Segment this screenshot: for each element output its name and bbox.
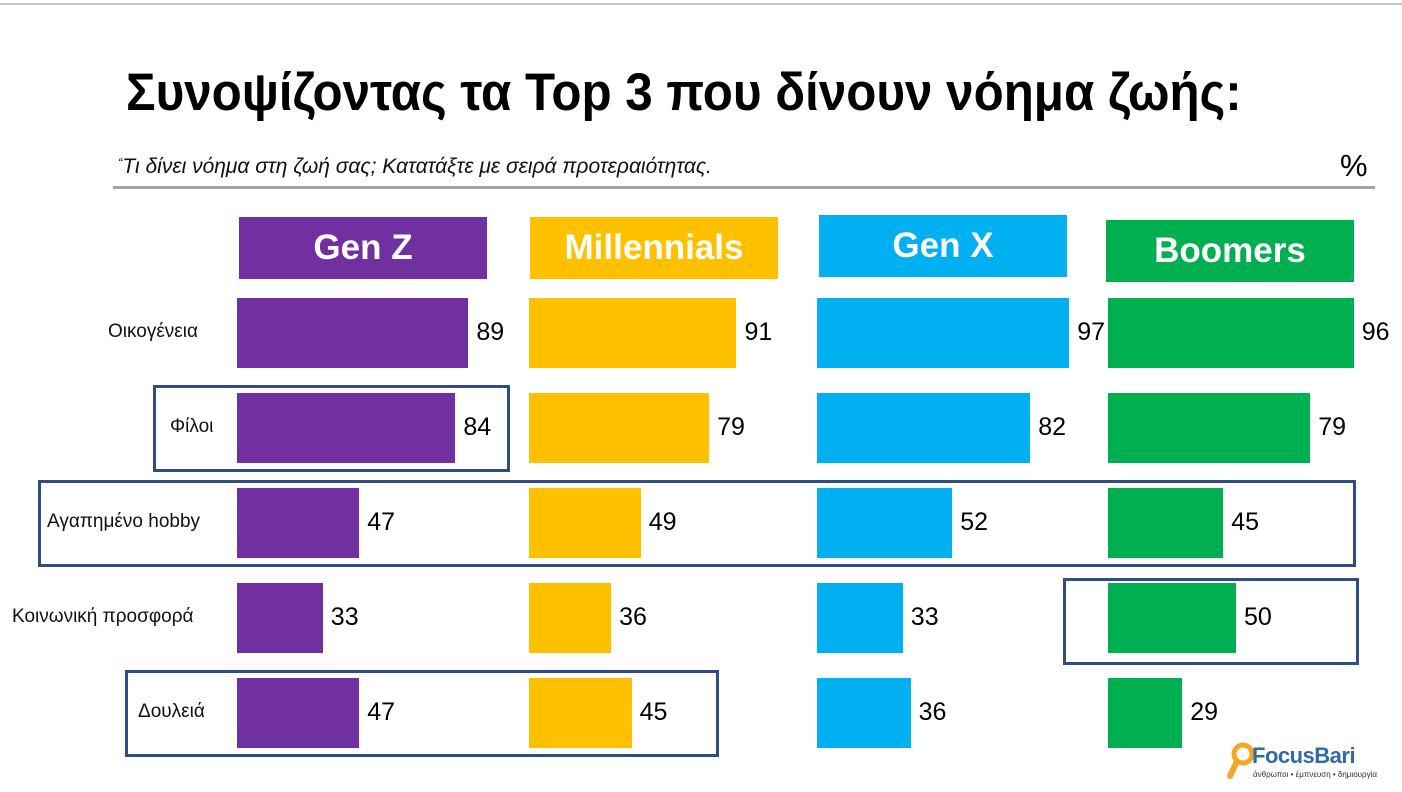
subtitle-rule	[113, 186, 1375, 189]
focusbari-logo: FocusBari άνθρωποι • έμπνευση • δημιουργ…	[1226, 740, 1396, 785]
data-label-millennials-1: 79	[717, 413, 745, 441]
data-label-boomers-2: 45	[1231, 508, 1259, 536]
data-label-genz-0: 89	[476, 318, 505, 346]
data-label-genz-3: 33	[330, 603, 359, 631]
bar-millennials-1	[529, 393, 710, 463]
category-label-4: Δουλειά	[138, 701, 205, 722]
bar-boomers-4	[1108, 678, 1183, 748]
category-label-2: Αγαπημένο hobby	[47, 511, 201, 532]
bar-genz-2	[237, 488, 360, 558]
highlight-box-3	[125, 670, 719, 757]
data-label-millennials-2: 49	[648, 508, 677, 536]
data-label-millennials-0: 91	[744, 318, 773, 346]
data-label-genx-2: 52	[960, 508, 988, 536]
data-label-boomers-3: 50	[1244, 603, 1272, 631]
data-label-boomers-1: 79	[1318, 413, 1347, 441]
category-label-1: Φίλοι	[170, 416, 214, 437]
bar-genz-4	[237, 678, 360, 748]
bar-genz-3	[237, 583, 323, 653]
data-label-genx-1: 82	[1038, 413, 1066, 441]
bar-millennials-0	[529, 298, 737, 368]
data-label-boomers-0: 96	[1361, 318, 1390, 346]
bar-genx-0	[817, 298, 1070, 368]
series-header-genx: Gen X	[819, 215, 1067, 277]
bar-boomers-2	[1108, 488, 1224, 558]
series-header-boomers: Boomers	[1106, 220, 1354, 282]
highlight-box-2	[1063, 578, 1359, 665]
bar-genx-3	[817, 583, 903, 653]
data-label-genx-0: 97	[1077, 318, 1105, 346]
bar-boomers-0	[1108, 298, 1354, 368]
data-label-millennials-3: 36	[619, 603, 647, 631]
bar-millennials-4	[529, 678, 632, 748]
data-label-genz-4: 47	[367, 698, 395, 726]
magnifier-icon	[1227, 742, 1255, 779]
category-label-3: Κοινωνική προσφορά	[12, 606, 194, 627]
series-header-genz: Gen Z	[239, 217, 487, 279]
data-label-boomers-4: 29	[1190, 698, 1219, 726]
bar-genz-1	[237, 393, 456, 463]
data-label-millennials-4: 45	[639, 698, 668, 726]
top-rule	[0, 3, 1402, 5]
data-label-genx-4: 36	[918, 698, 947, 726]
bar-millennials-3	[529, 583, 612, 653]
bar-genx-2	[817, 488, 953, 558]
data-label-genx-3: 33	[910, 603, 939, 631]
bar-boomers-3	[1108, 583, 1236, 653]
category-label-0: Οικογένεια	[108, 321, 198, 342]
series-header-millennials: Millennials	[530, 217, 778, 279]
unit-label: %	[1340, 148, 1368, 183]
logo-wordmark: FocusBari	[1252, 743, 1356, 768]
data-label-genz-1: 84	[463, 413, 492, 441]
quote-mark: “	[118, 155, 123, 170]
bar-genz-0	[237, 298, 469, 368]
highlight-box-0	[153, 385, 510, 472]
data-label-genz-2: 47	[367, 508, 395, 536]
bar-genx-1	[817, 393, 1031, 463]
subtitle-text: Τι δίνει νόημα στη ζωή σας; Κατατάξτε με…	[122, 155, 712, 178]
highlight-box-1	[38, 480, 1356, 567]
bar-millennials-2	[529, 488, 641, 558]
page-title: Συνοψίζοντας τα Top 3 που δίνουν νόημα ζ…	[126, 63, 1242, 122]
subtitle: “Τι δίνει νόημα στη ζωή σας; Κατατάξτε μ…	[118, 155, 712, 179]
bar-boomers-1	[1108, 393, 1311, 463]
logo-tagline: άνθρωποι • έμπνευση • δημιουργία	[1253, 770, 1377, 779]
bar-genx-4	[817, 678, 911, 748]
